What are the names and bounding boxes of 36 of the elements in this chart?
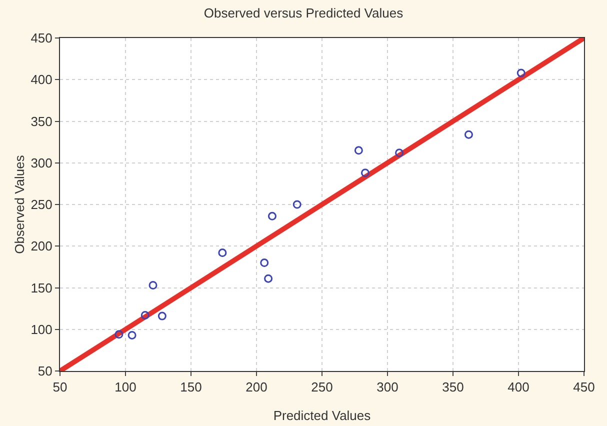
point [264, 274, 273, 283]
point [395, 148, 404, 158]
y-tick-label: 400 [30, 72, 52, 88]
x-tick-label: 250 [311, 380, 333, 395]
y-tick-label: 250 [30, 197, 52, 212]
y-tick-label: 300 [30, 155, 52, 170]
point [148, 281, 158, 290]
y-tick-label: 150 [30, 280, 52, 296]
x-tick-label: 300 [376, 380, 398, 395]
x-tick-label: 150 [180, 380, 202, 395]
x-tick-label: 350 [442, 380, 464, 395]
point [268, 212, 276, 220]
y-tick-label: 200 [30, 238, 52, 254]
y-axis-title: Observed Values [12, 154, 27, 254]
point [516, 68, 526, 78]
point [292, 200, 302, 209]
chart-title: Observed versus Predicted Values [204, 6, 404, 21]
x-tick-label: 100 [114, 380, 136, 395]
point [354, 146, 363, 155]
point [114, 330, 124, 339]
point [260, 258, 269, 268]
point [158, 312, 166, 320]
x-tick-label: 450 [573, 380, 595, 395]
x-axis-title: Predicted Values [273, 408, 372, 423]
y-tick-label: 100 [30, 322, 52, 337]
point [360, 168, 370, 178]
point [140, 310, 150, 320]
point [218, 248, 227, 258]
y-tick-label: 350 [30, 114, 52, 129]
y-tick-label: 50 [38, 364, 52, 379]
x-tick-label: 200 [246, 380, 268, 395]
x-tick-label: 400 [508, 380, 530, 395]
x-tick-label: 50 [52, 380, 68, 395]
y-tick-label: 450 [30, 30, 52, 46]
point [464, 130, 473, 139]
point [128, 330, 136, 340]
